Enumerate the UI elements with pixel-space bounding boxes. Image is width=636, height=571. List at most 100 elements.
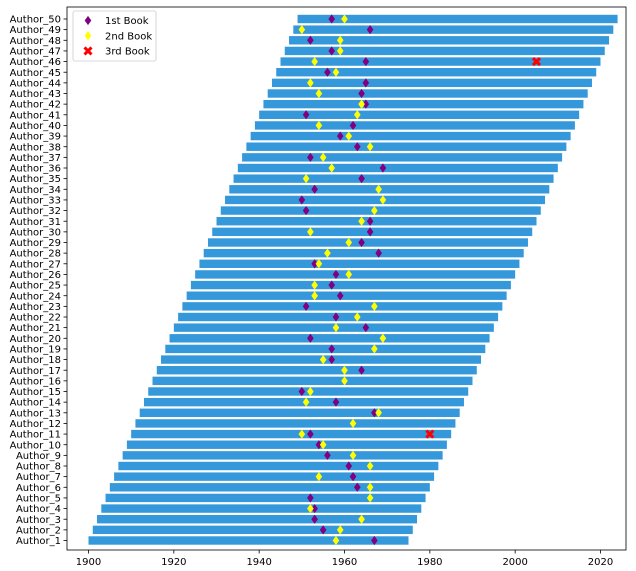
legend: 1st Book 2nd Book 3rd Book — [72, 10, 157, 62]
x-tick-label: 1920 — [161, 557, 186, 568]
marker-1st-book-author-10 — [315, 440, 323, 450]
marker-1st-book-author-34 — [311, 184, 318, 194]
marker-2nd-book-author-17 — [341, 365, 348, 375]
bar-author-46 — [280, 57, 601, 66]
bar-author-3 — [97, 515, 418, 524]
marker-1st-book-author-29 — [358, 237, 365, 248]
marker-2nd-book-author-41 — [353, 110, 361, 120]
marker-2nd-book-author-33 — [379, 195, 387, 205]
marker-1st-book-author-21 — [362, 323, 370, 333]
legend-label-3rd-book: 3rd Book — [105, 47, 150, 58]
marker-1st-book-author-23 — [302, 301, 310, 311]
y-tick-label: Author_45 — [10, 68, 61, 79]
marker-1st-book-author-2 — [319, 525, 327, 535]
marker-2nd-book-author-39 — [345, 131, 353, 141]
marker-2nd-book-author-18 — [319, 354, 327, 365]
y-tick-label: Author_28 — [10, 249, 61, 260]
marker-1st-book-author-46 — [362, 56, 370, 67]
y-tick-label: Author_44 — [10, 78, 61, 89]
bar-author-49 — [293, 25, 614, 34]
marker-2nd-book-author-43 — [315, 88, 323, 99]
marker-1st-book-author-45 — [324, 67, 331, 77]
marker-2nd-book-author-31 — [358, 216, 365, 226]
x-tick-label: 1960 — [332, 557, 357, 568]
y-tick-label: Author_50 — [10, 15, 61, 26]
x-tick-label: 1980 — [417, 557, 442, 568]
marker-1st-book-author-15 — [298, 386, 306, 397]
y-tick-label: Author_14 — [10, 398, 61, 409]
marker-1st-book-author-43 — [358, 88, 365, 99]
y-tick-label: Author_10 — [10, 440, 61, 451]
marker-2nd-book-author-37 — [319, 152, 327, 162]
marker-2nd-book-author-34 — [375, 184, 382, 194]
y-tick-label: Author_43 — [10, 89, 61, 100]
marker-1st-book-author-20 — [307, 333, 314, 343]
marker-2nd-book-author-9 — [349, 450, 357, 460]
y-tick-label: Author_26 — [10, 270, 61, 281]
bar-author-12 — [135, 419, 456, 428]
bar-author-19 — [165, 344, 486, 354]
marker-1st-book-author-48 — [307, 35, 314, 45]
bar-author-44 — [271, 78, 592, 88]
bar-author-4 — [101, 504, 422, 513]
bar-author-26 — [195, 270, 516, 279]
marker-2nd-book-author-38 — [366, 142, 374, 152]
marker-2nd-book-author-25 — [311, 280, 318, 290]
marker-2nd-book-author-29 — [345, 237, 353, 248]
marker-2nd-book-author-24 — [311, 291, 318, 301]
y-tick-label: Author_18 — [10, 355, 61, 366]
plot-frame — [66, 6, 627, 551]
bar-author-7 — [114, 472, 435, 481]
marker-2nd-book-author-45 — [332, 67, 340, 77]
marker-1st-book-author-40 — [349, 120, 357, 131]
y-tick-label: Author_42 — [10, 100, 61, 111]
y-tick-label: Author_5 — [16, 494, 61, 505]
bar-author-23 — [182, 302, 503, 311]
marker-2nd-book-author-42 — [358, 99, 365, 109]
bar-author-50 — [297, 14, 618, 24]
marker-2nd-book-author-22 — [353, 312, 361, 322]
y-tick-label: Author_27 — [10, 259, 61, 270]
bar-author-32 — [220, 206, 541, 215]
marker-2nd-book-author-6 — [366, 482, 374, 492]
marker-1st-book-author-44 — [362, 78, 370, 88]
marker-2nd-book-author-28 — [324, 248, 331, 258]
bar-author-13 — [139, 408, 460, 417]
marker-2nd-book-author-32 — [371, 205, 378, 216]
y-tick-label: Author_20 — [10, 334, 61, 345]
marker-1st-book-author-27 — [311, 259, 318, 269]
bar-author-35 — [233, 174, 554, 183]
y-tick-label: Author_25 — [10, 281, 61, 292]
bar-author-24 — [186, 291, 507, 300]
bar-author-39 — [250, 131, 571, 141]
bar-author-45 — [276, 68, 597, 77]
marker-1st-book-author-32 — [302, 205, 310, 216]
marker-2nd-book-author-49 — [298, 25, 306, 35]
y-tick-label: Author_11 — [10, 430, 61, 441]
marker-1st-book-author-42 — [362, 99, 370, 109]
marker-2nd-book-author-19 — [371, 344, 378, 354]
marker-2nd-book-author-21 — [332, 323, 340, 333]
bar-author-40 — [254, 121, 575, 130]
marker-1st-book-author-11 — [307, 429, 314, 439]
bar-author-41 — [259, 110, 580, 119]
y-tick-label: Author_19 — [10, 345, 61, 356]
y-tick-label: Author_39 — [10, 132, 61, 143]
y-tick-label: Author_21 — [10, 323, 61, 334]
marker-1st-book-author-28 — [375, 248, 382, 258]
marker-2nd-book-author-16 — [341, 376, 348, 386]
y-tick-label: Author_15 — [10, 387, 61, 398]
y-tick-label: Author_47 — [10, 47, 61, 58]
marker-2nd-book-author-15 — [307, 386, 314, 397]
bar-author-29 — [207, 238, 528, 247]
y-tick-label: Author_41 — [10, 110, 61, 121]
marker-2nd-book-author-10 — [319, 440, 327, 450]
bar-author-20 — [169, 334, 490, 343]
marker-1st-book-author-26 — [332, 269, 340, 280]
y-tick-label: Author_32 — [10, 206, 61, 217]
y-tick-label: Author_36 — [10, 164, 61, 175]
marker-3rd-book-author-11 — [425, 429, 435, 439]
legend-label-1st-book: 1st Book — [105, 16, 149, 27]
y-tick-label: Author_46 — [10, 57, 61, 68]
